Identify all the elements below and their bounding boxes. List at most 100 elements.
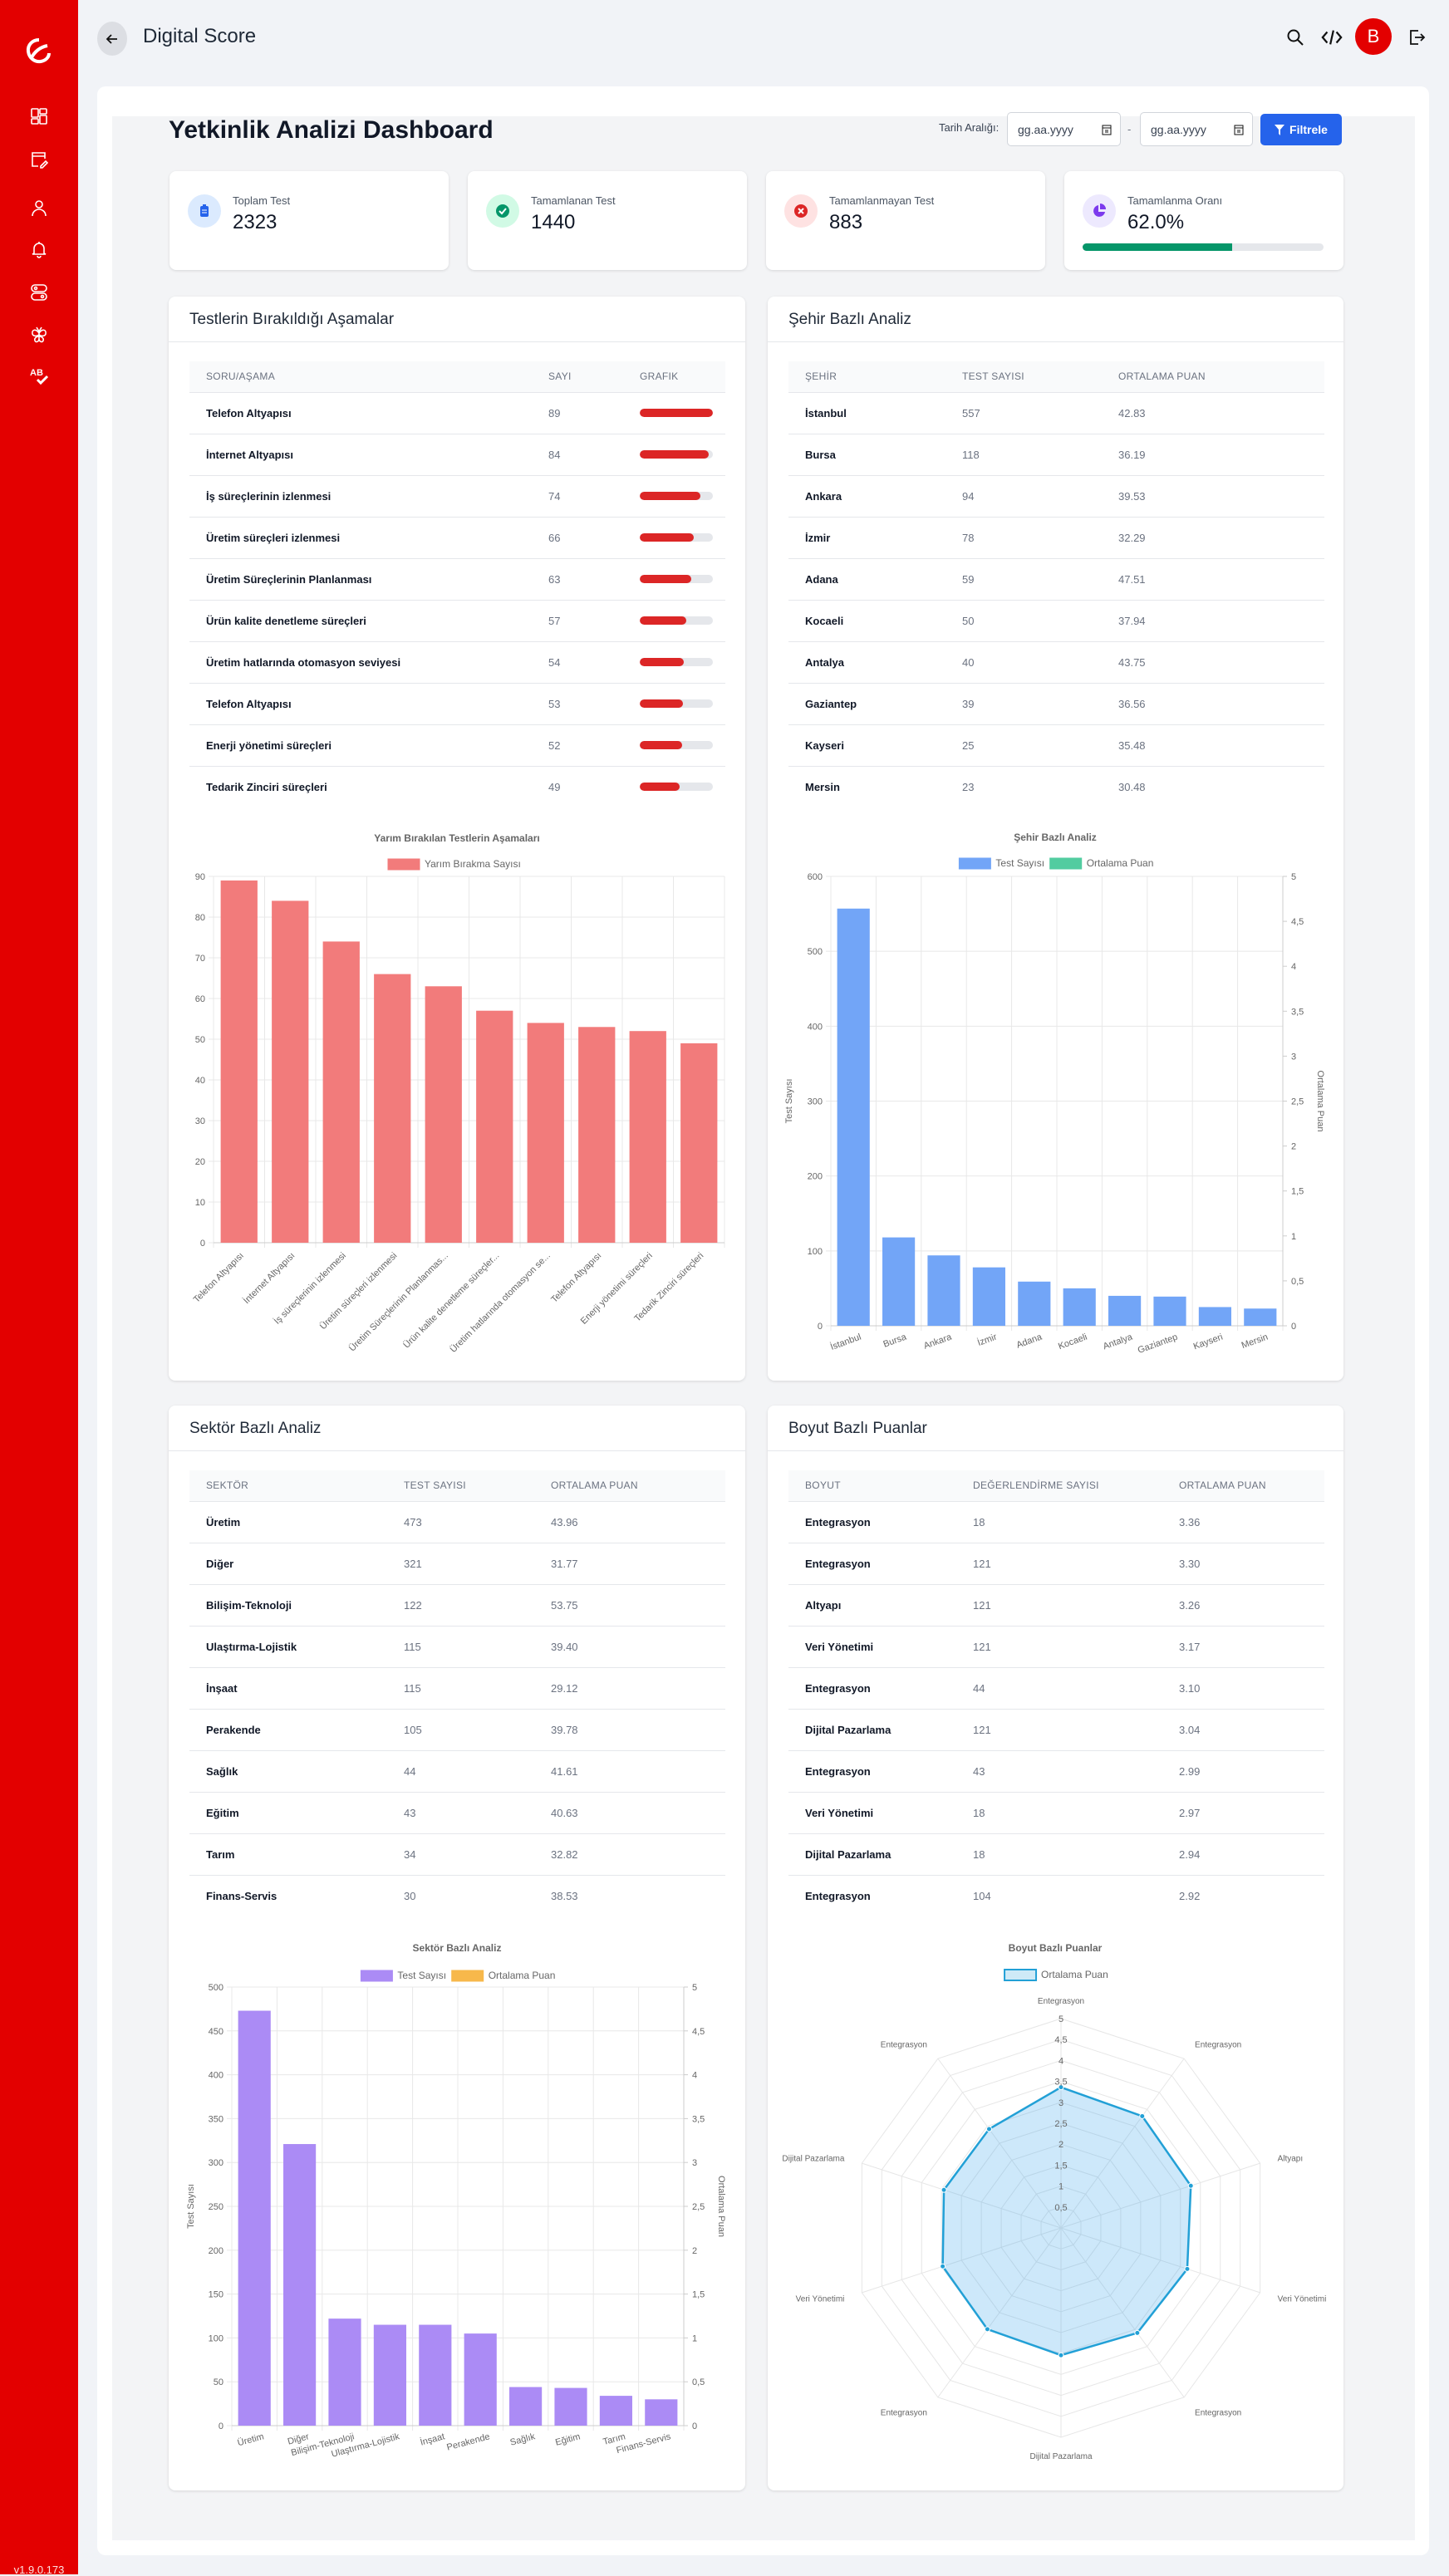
radar-point[interactable]	[1058, 2084, 1064, 2091]
x-tick-label: İnşaat	[419, 2431, 445, 2447]
bar[interactable]	[1153, 1296, 1186, 1326]
toggles-icon[interactable]	[29, 282, 49, 302]
sector-table: SEKTÖR TEST SAYISI ORTALAMA PUAN Üretim 473 4…	[189, 1470, 725, 1916]
bell-icon[interactable]	[29, 239, 49, 259]
bar[interactable]	[1244, 1308, 1277, 1326]
legend-swatch[interactable]	[958, 857, 991, 870]
bar[interactable]	[927, 1255, 960, 1326]
legend-label[interactable]: Ortalama Puan	[1041, 1969, 1108, 1980]
table-cell: Entegrasyon	[788, 1666, 956, 1709]
radar-point[interactable]	[1134, 2329, 1141, 2336]
radar-spoke	[937, 2058, 1062, 2229]
edit-note-icon[interactable]	[29, 150, 49, 169]
legend-swatch[interactable]	[1004, 1969, 1038, 1981]
bar[interactable]	[238, 2010, 271, 2426]
back-button[interactable]	[97, 22, 127, 56]
date-from-input[interactable]: gg.aa.yyyy	[1007, 112, 1121, 146]
bar[interactable]	[972, 1267, 1005, 1326]
legend-label[interactable]: Test Sayısı	[397, 1970, 446, 1981]
x-tick-label: Adana	[1015, 1332, 1044, 1350]
radar-point[interactable]	[1058, 2352, 1064, 2358]
bar[interactable]	[1198, 1307, 1231, 1326]
table-cell: Entegrasyon	[788, 1874, 956, 1916]
bar[interactable]	[283, 2144, 317, 2426]
bar[interactable]	[1063, 1288, 1096, 1326]
bar[interactable]	[882, 1237, 916, 1326]
bar[interactable]	[374, 974, 411, 1243]
bar[interactable]	[1018, 1281, 1051, 1326]
bar[interactable]	[419, 2324, 452, 2426]
table-cell: 557	[946, 391, 1102, 434]
bar[interactable]	[328, 2318, 361, 2426]
table-cell: Bursa	[788, 433, 946, 475]
butterfly-icon[interactable]	[29, 325, 49, 345]
radial-tick-label: 2	[1059, 2140, 1063, 2150]
bar[interactable]	[272, 900, 309, 1243]
bar[interactable]	[554, 2387, 587, 2426]
table-cell: İş süreçlerinin izlenmesi	[189, 474, 532, 517]
date-to-input[interactable]: gg.aa.yyyy	[1140, 112, 1253, 146]
radar-point[interactable]	[940, 2263, 946, 2269]
table-cell: Eğitim	[189, 1791, 387, 1833]
table-cell: 32.82	[534, 1833, 725, 1875]
bar[interactable]	[527, 1023, 564, 1243]
bar[interactable]	[509, 2387, 543, 2426]
legend-label[interactable]: Ortalama Puan	[489, 1970, 556, 1981]
table-row: Sağlık 44 41.61	[189, 1749, 725, 1792]
x-tick-label: Perakende	[445, 2431, 491, 2452]
y2-tick-label: 5	[1291, 872, 1296, 882]
radar-point[interactable]	[1187, 2182, 1194, 2189]
bar[interactable]	[373, 2324, 406, 2426]
legend-swatch[interactable]	[451, 1970, 484, 1982]
date-range-label: Tarih Aralığı:	[939, 121, 1000, 134]
filter-button[interactable]: Filtrele	[1260, 114, 1342, 145]
table-row: Adana 59 47.51	[788, 557, 1324, 600]
table-cell: 43.96	[534, 1500, 725, 1543]
dashboard-icon[interactable]	[29, 106, 49, 126]
table-cell: 36.19	[1102, 433, 1324, 475]
logout-button[interactable]	[1406, 27, 1427, 48]
user-icon[interactable]	[29, 198, 49, 218]
radar-point[interactable]	[1184, 2265, 1191, 2272]
radar-point-label: Entegrasyon	[1195, 2040, 1241, 2049]
legend-label[interactable]: Test Sayısı	[995, 857, 1044, 869]
table-cell: 122	[387, 1583, 534, 1626]
bar[interactable]	[599, 2396, 632, 2426]
legend-swatch[interactable]	[360, 1970, 393, 1982]
bar[interactable]	[220, 880, 258, 1243]
bar[interactable]	[645, 2399, 678, 2426]
logo-icon[interactable]	[22, 37, 56, 67]
legend-swatch[interactable]	[1049, 857, 1083, 870]
bar[interactable]	[322, 941, 360, 1243]
bar[interactable]	[578, 1027, 616, 1243]
bar[interactable]	[680, 1043, 718, 1243]
bar[interactable]	[629, 1031, 666, 1243]
table-row: Perakende 105 39.78	[189, 1708, 725, 1750]
bar[interactable]	[425, 986, 462, 1243]
bar[interactable]	[464, 2333, 497, 2426]
search-button[interactable]	[1284, 27, 1306, 48]
table-cell: Üretim hatlarında otomasyon seviyesi	[189, 640, 532, 683]
radar-point[interactable]	[941, 2186, 947, 2193]
stat-label: Toplam Test	[233, 194, 291, 207]
table-cell: 39.40	[534, 1625, 725, 1667]
user-avatar[interactable]: B	[1355, 18, 1392, 55]
bar-cell	[623, 682, 725, 724]
logout-icon	[1410, 30, 1426, 45]
legend-label[interactable]: Yarım Bırakma Sayısı	[425, 858, 521, 870]
radar-point-label: Entegrasyon	[1038, 1997, 1084, 2006]
bar[interactable]	[837, 908, 870, 1326]
ab-check-icon[interactable]: AB	[29, 366, 49, 385]
table-cell: Altyapı	[788, 1583, 956, 1626]
legend-label[interactable]: Ortalama Puan	[1087, 857, 1154, 869]
y-tick-label: 250	[209, 2202, 223, 2212]
bar[interactable]	[1108, 1295, 1142, 1326]
radar-point[interactable]	[1139, 2112, 1146, 2119]
bar[interactable]	[476, 1010, 513, 1243]
developer-button[interactable]	[1321, 27, 1343, 48]
radar-point[interactable]	[985, 2126, 992, 2132]
bar-cell	[623, 474, 725, 517]
legend-swatch[interactable]	[387, 858, 420, 871]
table-cell: Telefon Altyapısı	[189, 682, 532, 724]
radar-point[interactable]	[984, 2326, 990, 2333]
